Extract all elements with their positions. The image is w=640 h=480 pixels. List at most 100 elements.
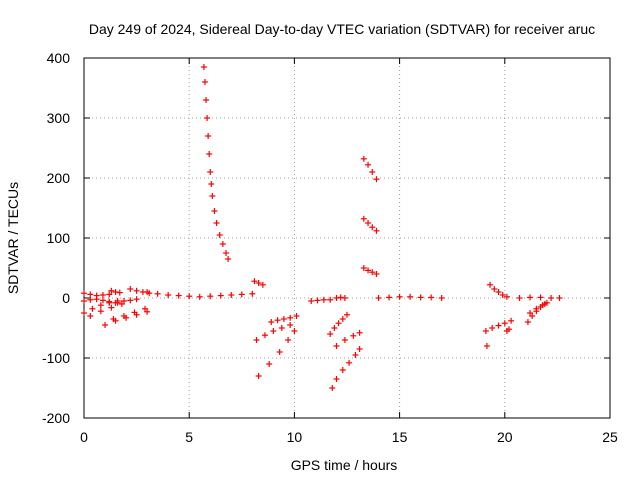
data-point	[506, 326, 513, 333]
data-point	[482, 328, 489, 334]
data-point	[278, 325, 285, 331]
data-point	[527, 294, 534, 301]
data-point	[280, 316, 287, 322]
data-point	[165, 292, 172, 298]
y-tick-label: -200	[42, 410, 70, 426]
y-tick-label: 400	[47, 50, 71, 66]
data-point	[373, 227, 380, 234]
chart-title: Day 249 of 2024, Sidereal Day-to-day VTE…	[89, 21, 595, 37]
data-point	[270, 328, 277, 334]
data-point	[375, 295, 382, 301]
data-point	[346, 359, 353, 366]
data-point	[219, 241, 226, 247]
data-point	[369, 269, 376, 276]
data-point	[327, 296, 334, 303]
data-point	[339, 367, 346, 373]
data-point	[127, 286, 134, 292]
data-point	[320, 296, 327, 303]
data-point	[93, 296, 100, 303]
y-tick-label: 300	[47, 110, 71, 126]
data-point	[491, 286, 498, 292]
data-point	[89, 305, 96, 312]
data-point	[341, 295, 348, 301]
data-point	[350, 332, 357, 339]
data-point	[365, 220, 372, 226]
data-point	[207, 169, 214, 175]
data-point	[99, 297, 106, 304]
data-point	[360, 215, 367, 222]
data-point	[225, 256, 232, 262]
data-point	[206, 151, 213, 157]
data-point	[209, 193, 216, 199]
data-point	[369, 169, 376, 175]
data-point	[360, 155, 367, 162]
y-tick-label: -100	[42, 350, 70, 366]
data-point	[207, 293, 214, 300]
data-point	[499, 292, 506, 298]
data-point	[369, 224, 376, 231]
tick-labels: 0 5 10 15 20 25 -200 -100 0 100 200 300 400	[42, 50, 618, 445]
data-point	[116, 289, 123, 296]
data-point	[127, 297, 134, 304]
data-point	[417, 294, 424, 301]
data-point	[291, 328, 298, 334]
y-tick-label: 200	[47, 170, 71, 186]
data-point	[131, 309, 138, 316]
data-point	[196, 293, 203, 300]
data-point	[537, 294, 544, 301]
data-point	[268, 319, 275, 325]
data-point	[356, 329, 363, 336]
data-point	[495, 289, 502, 295]
y-tick-label: 100	[47, 230, 71, 246]
data-point	[175, 292, 182, 299]
data-points	[81, 64, 563, 391]
data-point	[255, 280, 262, 286]
data-point	[108, 304, 115, 311]
data-point	[396, 293, 403, 300]
data-point	[238, 291, 245, 298]
data-point	[142, 305, 149, 312]
data-point	[438, 295, 445, 301]
data-point	[293, 313, 300, 319]
data-point	[373, 176, 380, 183]
data-point	[81, 310, 87, 316]
data-point	[539, 302, 546, 309]
data-point	[228, 292, 235, 298]
data-point	[144, 289, 151, 295]
data-point	[108, 287, 115, 294]
data-point	[102, 322, 109, 328]
data-point	[527, 310, 534, 316]
data-point	[373, 271, 380, 277]
data-point	[274, 317, 281, 324]
data-point	[203, 97, 210, 103]
data-point	[87, 296, 94, 303]
data-point	[489, 325, 496, 331]
data-point	[344, 311, 350, 318]
data-point	[99, 292, 106, 298]
data-point	[110, 316, 117, 322]
data-point	[255, 373, 262, 379]
data-point	[543, 299, 550, 306]
data-point	[208, 181, 215, 187]
data-point	[386, 294, 393, 301]
data-point	[339, 316, 346, 322]
data-point	[352, 352, 359, 358]
x-tick-label: 25	[602, 429, 618, 445]
data-point	[333, 343, 340, 349]
data-point	[508, 317, 515, 324]
x-tick-label: 15	[392, 429, 408, 445]
data-point	[261, 332, 268, 339]
data-point	[154, 290, 161, 297]
data-point	[365, 161, 372, 168]
data-point	[360, 265, 367, 271]
data-point	[81, 290, 87, 297]
data-point	[186, 293, 193, 300]
data-point	[81, 298, 87, 304]
data-point	[97, 308, 104, 315]
data-point	[308, 298, 315, 304]
data-point	[87, 291, 94, 298]
data-point	[120, 313, 127, 319]
data-point	[133, 287, 140, 294]
data-point	[524, 319, 531, 325]
data-point	[327, 331, 334, 337]
